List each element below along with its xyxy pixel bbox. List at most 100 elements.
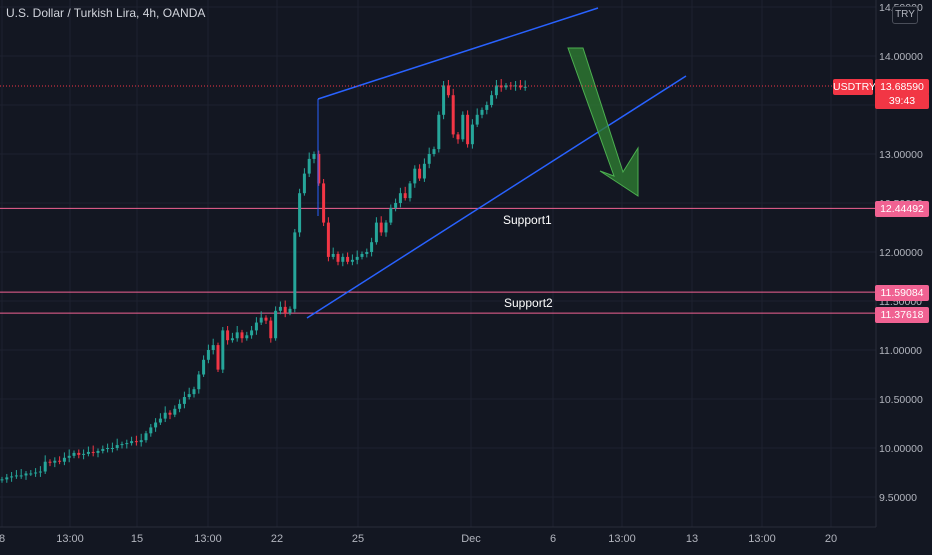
- candle: [149, 423, 153, 437]
- candle: [206, 344, 210, 364]
- candle: [259, 311, 263, 326]
- candle: [499, 79, 503, 92]
- candle: [360, 251, 364, 260]
- candle: [394, 198, 398, 212]
- candle: [446, 80, 450, 98]
- candle: [432, 146, 436, 157]
- candle: [182, 391, 186, 409]
- candle: [139, 433, 143, 447]
- candle: [480, 107, 484, 119]
- candle: [307, 152, 311, 178]
- candle: [408, 180, 412, 202]
- candle: [350, 254, 354, 266]
- candle: [58, 456, 62, 465]
- candle: [456, 131, 460, 144]
- candle: [34, 468, 38, 477]
- candle: [134, 435, 138, 446]
- horizontal-levels: [0, 207, 876, 314]
- candle: [269, 317, 273, 343]
- candle: [442, 80, 446, 120]
- candle: [293, 228, 297, 313]
- candle: [331, 247, 335, 260]
- candle: [461, 111, 465, 142]
- candle: [490, 90, 494, 108]
- candle: [336, 251, 340, 266]
- candle: [106, 443, 110, 453]
- candle: [317, 150, 321, 186]
- candle: [346, 252, 350, 265]
- candle: [158, 413, 162, 425]
- candle: [418, 164, 422, 181]
- candle: [91, 445, 95, 457]
- level-tag-3: 11.37618: [875, 307, 929, 323]
- y-tick-label: 11.00000: [879, 345, 922, 357]
- candle: [67, 449, 71, 463]
- candle: [202, 355, 206, 377]
- x-tick-label: 15: [131, 533, 143, 545]
- current-price-tag: 13.68590: [875, 79, 929, 95]
- candle: [62, 452, 66, 466]
- candle: [518, 80, 522, 90]
- y-tick-label: 14.00000: [879, 51, 923, 63]
- y-tick-label: 13.00000: [879, 149, 923, 161]
- time-axis[interactable]: 8 13:00 15 13:00 22 25 Dec 6 13:00 13 13:00 20: [0, 526, 876, 545]
- candle: [72, 450, 76, 459]
- y-tick-label: 12.00000: [879, 247, 923, 259]
- candle: [312, 151, 316, 164]
- x-tick-label: Dec: [461, 533, 481, 545]
- candle: [514, 80, 518, 91]
- candle: [14, 470, 18, 479]
- candle: [264, 315, 268, 325]
- candle: [288, 306, 292, 316]
- candle: [192, 386, 196, 398]
- candle: [187, 387, 191, 400]
- level-tag-support2: 11.59084: [875, 285, 929, 301]
- symbol-tag: USDTRY: [833, 79, 876, 95]
- candle: [298, 188, 302, 237]
- down-arrow-icon[interactable]: [567, 47, 639, 197]
- candle: [24, 471, 28, 480]
- candle: [374, 217, 378, 245]
- candle: [322, 178, 326, 227]
- candle: [341, 253, 345, 267]
- candle: [389, 204, 393, 226]
- x-tick-label: 13:00: [194, 533, 222, 545]
- support2-label: Support2: [504, 296, 553, 310]
- y-tick-label: 10.00000: [879, 443, 923, 455]
- candle: [178, 399, 182, 413]
- grid: [0, 0, 876, 527]
- candle: [398, 187, 402, 208]
- candle: [77, 449, 81, 459]
- candle: [230, 332, 234, 343]
- candle: [5, 473, 9, 483]
- candle: [10, 472, 14, 482]
- candle: [245, 331, 249, 341]
- candle: [211, 338, 215, 355]
- candle: [82, 449, 86, 460]
- x-tick-label: 13:00: [608, 533, 636, 545]
- candle: [427, 147, 431, 169]
- candle: [144, 430, 148, 443]
- candle: [475, 108, 479, 128]
- channel-upper-line[interactable]: [317, 7, 599, 100]
- candle: [120, 441, 124, 449]
- candle: [278, 301, 282, 315]
- symbol-title: U.S. Dollar / Turkish Lira, 4h, OANDA: [6, 6, 206, 20]
- candle: [130, 436, 134, 446]
- candle: [173, 405, 177, 418]
- candle: [19, 469, 23, 479]
- level-tag-support1: 12.44492: [875, 201, 929, 217]
- candle: [29, 470, 33, 476]
- support1-label: Support1: [503, 213, 552, 227]
- candle: [38, 466, 42, 477]
- candle: [365, 248, 369, 258]
- annotations: Support1 Support2: [503, 213, 553, 310]
- channel-lower-line[interactable]: [306, 75, 687, 319]
- currency-button[interactable]: TRY: [892, 6, 918, 24]
- candle: [216, 342, 220, 373]
- candle: [437, 111, 441, 153]
- candle: [274, 306, 278, 341]
- candle: [197, 371, 201, 394]
